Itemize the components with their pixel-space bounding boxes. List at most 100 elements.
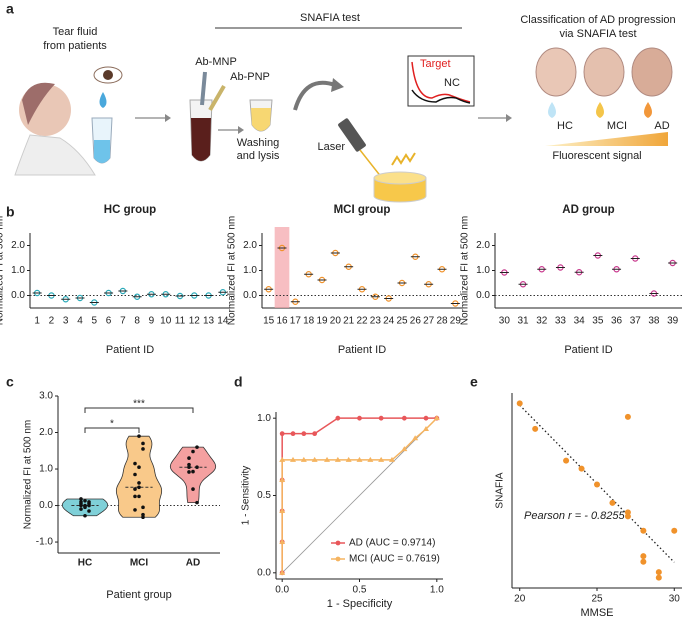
x-tick-label: 8	[134, 316, 140, 327]
x-tick-label: HC	[78, 558, 92, 569]
marker	[412, 435, 419, 441]
dot	[187, 462, 191, 467]
point	[655, 569, 662, 576]
legend-label: AD (AUC = 0.9714)	[349, 538, 435, 549]
y-tick-label: 1.0	[39, 464, 53, 475]
x-tick-label: 23	[370, 316, 382, 327]
point	[563, 457, 570, 464]
x-tick-label: 22	[356, 316, 368, 327]
point	[640, 558, 647, 565]
brain-scan	[583, 47, 625, 97]
diagonal	[281, 417, 438, 574]
marker	[311, 456, 318, 462]
label: Ab-PNP	[230, 71, 270, 83]
dot	[133, 494, 137, 499]
point	[624, 413, 631, 420]
panel-label: e	[470, 374, 478, 390]
pipette	[208, 84, 226, 112]
dot	[141, 515, 145, 520]
marker	[388, 456, 395, 462]
dot	[79, 497, 83, 501]
x-tick-label: 33	[555, 316, 567, 327]
x-axis-label: Patient group	[106, 589, 171, 601]
label: Target	[420, 58, 451, 70]
x-tick-label: 16	[276, 316, 288, 327]
x-axis-label: MMSE	[581, 607, 614, 617]
point	[516, 400, 523, 407]
x-tick-label: 1	[34, 316, 40, 327]
highlight	[274, 227, 290, 308]
marker	[279, 477, 286, 483]
point	[655, 574, 662, 581]
label: HC	[557, 120, 573, 132]
x-tick-label: 14	[217, 316, 229, 327]
dot	[133, 461, 137, 466]
tear-drop	[99, 92, 107, 108]
x-tick-label: 13	[203, 316, 215, 327]
dot	[79, 507, 83, 511]
x-tick-label: 19	[316, 316, 328, 327]
dot	[187, 470, 191, 474]
y-tick-label: 1.0	[11, 265, 25, 276]
signal-gradient	[545, 132, 668, 146]
marker	[279, 538, 286, 544]
dot	[137, 494, 141, 499]
significance-label: *	[110, 419, 114, 430]
x-tick-label: 21	[343, 316, 355, 327]
dot	[137, 465, 141, 469]
violin	[169, 446, 217, 504]
x-tick-label: 2	[49, 316, 55, 327]
panel-label: d	[234, 374, 243, 390]
marker	[335, 415, 341, 421]
dot	[141, 447, 145, 451]
dot	[87, 509, 91, 513]
dot	[191, 487, 195, 491]
x-tick-label: 17	[290, 316, 302, 327]
legend-marker	[335, 540, 341, 546]
dot	[83, 513, 87, 518]
significance-bracket	[84, 427, 140, 433]
significance-bracket	[84, 407, 194, 413]
x-tick-label: 30	[669, 594, 681, 605]
x-tick-label: 24	[383, 316, 395, 327]
y-tick-label: 0.0	[257, 567, 271, 578]
dot	[187, 456, 191, 460]
marker	[324, 456, 331, 462]
tube-fluid	[191, 118, 211, 161]
marker	[279, 507, 286, 513]
y-axis-label: 1 - Sensitivity	[241, 466, 252, 525]
marker	[290, 431, 296, 437]
laser	[338, 118, 366, 152]
dot	[83, 504, 87, 509]
marker	[401, 446, 408, 452]
dot	[195, 500, 199, 505]
marker	[378, 415, 384, 421]
iris	[103, 70, 113, 80]
x-tick-label: 3	[63, 316, 69, 327]
arrow-head	[506, 114, 512, 122]
label: Classification of AD progression	[520, 14, 675, 26]
label: AD	[654, 120, 669, 132]
arrow-head	[238, 126, 244, 134]
x-tick-label: 28	[436, 316, 448, 327]
tube-fluid	[251, 108, 271, 131]
pipette	[200, 71, 207, 106]
point	[594, 481, 600, 488]
dot	[141, 512, 145, 517]
label: via SNAFIA test	[559, 28, 636, 40]
dot	[87, 503, 91, 508]
x-tick-label: 31	[517, 316, 529, 327]
chart-title: AD group	[562, 204, 614, 216]
brain-scan	[535, 47, 577, 97]
dot	[83, 498, 87, 503]
marker	[357, 415, 362, 421]
x-tick-label: 20	[330, 316, 342, 327]
violin	[115, 435, 163, 518]
drop	[644, 102, 652, 118]
x-tick-label: 9	[149, 316, 155, 327]
x-tick-label: 0.0	[275, 585, 289, 596]
panel-label: b	[6, 204, 15, 220]
x-axis-label: 1 - Specificity	[327, 598, 393, 610]
beam	[359, 149, 383, 179]
dot	[195, 445, 199, 449]
